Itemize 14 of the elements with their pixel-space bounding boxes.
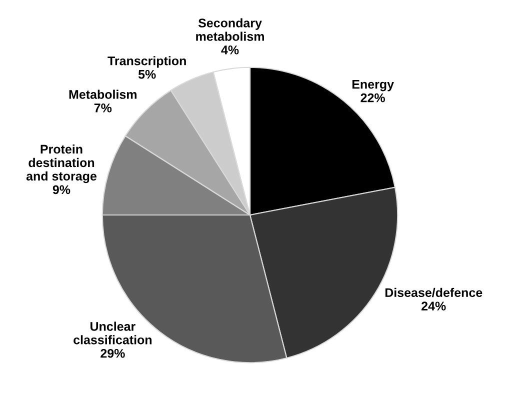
slice-label: Metabolism	[69, 90, 136, 99]
data-label: 5%	[138, 70, 156, 79]
slice-label: Energy	[352, 80, 394, 92]
data-label: 7%	[94, 104, 112, 112]
data-label: 4%	[221, 46, 239, 54]
slice-label: Secondary metabolism	[196, 18, 264, 41]
data-label: 24%	[422, 302, 446, 310]
slice-label: Unclear classification	[74, 322, 152, 344]
data-label: 22%	[360, 93, 385, 102]
data-label: 9%	[52, 185, 70, 194]
slice-label: Protein destination and storage	[26, 144, 96, 184]
slice-label: Transcription	[108, 56, 186, 68]
slice-label: Disease/defence	[385, 288, 482, 298]
data-label: 29%	[100, 348, 125, 358]
